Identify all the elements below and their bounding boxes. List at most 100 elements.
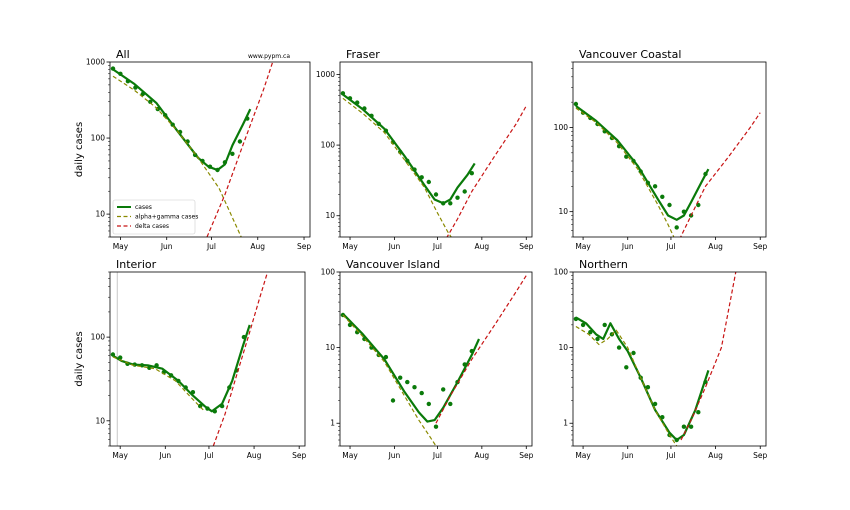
series-cases [342, 313, 481, 423]
data-point [426, 179, 431, 185]
panel-title: Vancouver Island [346, 258, 440, 271]
x-tick-label: Aug [475, 451, 490, 460]
data-point [624, 154, 629, 159]
x-tick-label: Jun [621, 451, 634, 460]
data-point [696, 410, 701, 415]
series-cases [575, 316, 710, 442]
data-point [237, 139, 243, 144]
data-point [595, 336, 600, 342]
y-tick-label: 1000 [316, 70, 335, 79]
legend-label: delta cases [135, 223, 169, 230]
data-point [588, 330, 593, 335]
x-tick-label: Jun [388, 451, 401, 460]
panel-title: Northern [579, 258, 628, 271]
series-delta-cases [435, 275, 527, 424]
x-tick-label: Aug [250, 242, 265, 251]
x-tick-label: Sep [519, 451, 533, 460]
legend-label: alpha+gamma cases [135, 214, 198, 221]
plot-area [573, 272, 737, 446]
axes-frame [109, 61, 311, 238]
series-delta-cases [212, 273, 268, 446]
axes-frame [572, 61, 767, 238]
series-cases [575, 105, 710, 221]
data-point [448, 201, 453, 206]
data-point [448, 401, 453, 407]
data-point [426, 401, 431, 407]
data-point [645, 385, 651, 390]
series-delta-cases [206, 62, 274, 237]
y-tick-label: 100 [91, 134, 106, 143]
y-tick-label: 100 [554, 268, 569, 277]
series-delta-cases [446, 105, 527, 237]
x-tick-label: Sep [519, 242, 533, 251]
watermark: www.pypm.ca [248, 53, 290, 60]
x-tick-label: May [575, 242, 591, 251]
data-point [462, 189, 467, 194]
data-point [347, 322, 353, 328]
panel-title: Vancouver Coastal [579, 48, 681, 61]
panel-title: All [116, 48, 130, 61]
y-axis-label: daily cases [74, 331, 85, 386]
panel-title: Interior [116, 258, 157, 271]
x-tick-label: May [342, 451, 358, 460]
data-point [624, 365, 629, 370]
series-cases [112, 68, 252, 172]
x-tick-label: Jul [206, 242, 216, 251]
data-point [405, 379, 410, 385]
y-tick-label: 100 [554, 123, 569, 132]
y-tick-label: 10 [558, 207, 568, 216]
series-delta-cases [680, 272, 737, 441]
data-point [433, 424, 439, 429]
panel-fraser: May Jun Jul Aug Sep 10 100 1000 Fraser [316, 48, 534, 251]
data-point [652, 184, 658, 189]
axes-frame [109, 271, 306, 447]
data-point [230, 151, 235, 156]
series-delta-cases [680, 112, 761, 237]
x-tick-label: Sep [297, 242, 311, 251]
x-tick-label: Aug [247, 451, 262, 460]
x-tick-label: Jul [432, 242, 442, 251]
x-tick-label: Sep [292, 451, 306, 460]
y-tick-label: 10 [325, 211, 335, 220]
y-tick-label: 10 [95, 416, 105, 425]
data-point [602, 322, 607, 328]
data-point [412, 385, 417, 390]
x-tick-label: Aug [708, 451, 723, 460]
plot-area [340, 275, 527, 446]
panel-interior: May Jun Jul Aug Sep 10 100 Interior daily cases [74, 258, 306, 460]
series-alpha-gamma-cases [342, 314, 437, 446]
x-tick-label: Jul [665, 451, 675, 460]
y-tick-label: 10 [325, 343, 335, 352]
x-tick-label: Aug [475, 242, 490, 251]
data-point [573, 101, 579, 107]
data-point [667, 202, 672, 208]
x-tick-label: Jun [621, 242, 634, 251]
series-cases [112, 324, 251, 413]
y-tick-label: 100 [321, 268, 336, 277]
data-point [580, 322, 586, 328]
panel-all: May Jun Jul Aug Sep 10 100 1000 All daily cases ww… [74, 48, 311, 251]
x-tick-label: May [342, 242, 358, 251]
x-tick-label: Jul [203, 451, 213, 460]
data-point [419, 390, 424, 396]
series-alpha-gamma-cases [575, 107, 675, 237]
x-tick-label: Jun [160, 242, 173, 251]
legend: cases alpha+gamma cases delta cases [112, 199, 198, 235]
y-tick-label: 100 [321, 141, 336, 150]
y-tick-label: 100 [91, 333, 106, 342]
y-tick-label: 10 [95, 210, 105, 219]
data-point [674, 225, 679, 230]
axes-frame [339, 271, 533, 447]
x-tick-label: Aug [708, 242, 723, 251]
series-alpha-gamma-cases [575, 325, 678, 446]
series-alpha-gamma-cases [342, 97, 452, 237]
y-axis-label: daily cases [74, 122, 85, 177]
y-tick-label: 1 [563, 419, 568, 428]
data-point [660, 194, 665, 199]
plot-area [340, 91, 527, 237]
panel-northern: May Jun Jul Aug Sep 1 10 100 Northern [554, 258, 768, 460]
x-tick-label: Jul [432, 451, 442, 460]
panel-vancouver-island: May Jun Jul Aug Sep 1 10 100 Vancouver Island [321, 258, 534, 460]
x-tick-label: Sep [753, 451, 767, 460]
